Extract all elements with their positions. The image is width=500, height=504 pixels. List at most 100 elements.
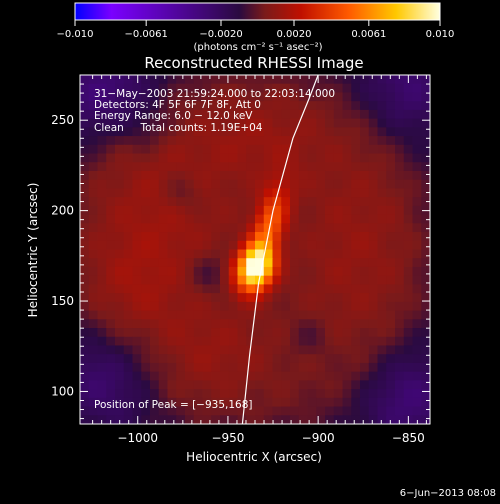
heatmap-cell bbox=[123, 240, 134, 251]
heatmap-cell bbox=[193, 240, 204, 251]
heatmap-cell bbox=[88, 188, 99, 198]
heatmap-cell bbox=[97, 284, 107, 294]
heatmap-cell bbox=[228, 118, 239, 128]
heatmap-cell bbox=[342, 127, 352, 137]
heatmap-cell bbox=[412, 136, 422, 146]
heatmap-cell bbox=[412, 144, 422, 155]
heatmap-cell bbox=[272, 75, 282, 85]
heatmap-cell bbox=[246, 371, 256, 381]
heatmap-cell bbox=[386, 389, 396, 399]
heatmap-cell bbox=[106, 197, 116, 207]
heatmap-cell bbox=[150, 75, 160, 85]
heatmap-cell bbox=[88, 205, 99, 216]
heatmap-cell bbox=[123, 214, 134, 224]
heatmap-cell bbox=[158, 406, 169, 416]
heatmap-cell bbox=[333, 83, 344, 94]
heatmap-cell bbox=[333, 266, 344, 277]
heatmap-cell bbox=[167, 232, 177, 242]
heatmap-cell bbox=[368, 92, 379, 102]
heatmap-cell bbox=[351, 319, 361, 329]
heatmap-cell bbox=[220, 249, 230, 259]
heatmap-cell bbox=[150, 275, 160, 285]
heatmap-cell bbox=[106, 136, 116, 146]
heatmap-cell bbox=[368, 83, 379, 94]
heatmap-cell bbox=[150, 188, 160, 198]
heatmap-cell bbox=[150, 144, 160, 155]
heatmap-cell bbox=[412, 179, 422, 190]
heatmap-cell bbox=[377, 223, 387, 233]
heatmap-cell bbox=[132, 397, 142, 408]
heatmap-cell bbox=[403, 162, 414, 172]
heatmap-cell bbox=[88, 170, 99, 181]
heatmap-cell bbox=[272, 266, 282, 277]
heatmap-cell bbox=[150, 205, 160, 216]
heatmap-cell bbox=[228, 389, 239, 399]
heatmap-cell bbox=[325, 101, 335, 111]
heatmap-cell bbox=[123, 205, 134, 216]
heatmap-cell bbox=[298, 240, 309, 251]
heatmap-cell bbox=[325, 197, 335, 207]
heatmap-cell bbox=[228, 101, 239, 111]
heatmap-cell bbox=[150, 389, 160, 399]
heatmap-cell bbox=[228, 170, 239, 181]
heatmap-cell bbox=[377, 188, 387, 198]
heatmap-cell bbox=[193, 214, 204, 224]
heatmap-cell bbox=[211, 319, 221, 329]
heatmap-cell bbox=[211, 214, 221, 224]
heatmap-cell bbox=[106, 170, 116, 181]
heatmap-cell bbox=[237, 162, 247, 172]
heatmap-cell bbox=[263, 371, 274, 381]
heatmap-cell bbox=[193, 345, 204, 355]
heatmap-cell bbox=[351, 127, 361, 137]
heatmap-cell bbox=[141, 354, 151, 364]
heatmap-cell bbox=[246, 258, 256, 268]
heatmap-cell bbox=[307, 415, 317, 424]
heatmap-cell bbox=[412, 275, 422, 285]
heatmap-cell bbox=[97, 258, 107, 268]
heatmap-cell bbox=[351, 406, 361, 416]
heatmap-cell bbox=[403, 266, 414, 277]
heatmap-cell bbox=[80, 162, 90, 172]
heatmap-cell bbox=[298, 101, 309, 111]
heatmap-cell bbox=[263, 205, 274, 216]
heatmap-cell bbox=[88, 354, 99, 364]
heatmap-cell bbox=[307, 101, 317, 111]
heatmap-cell bbox=[255, 328, 265, 338]
heatmap-cell bbox=[255, 380, 265, 390]
heatmap-cell bbox=[167, 406, 177, 416]
heatmap-cell bbox=[88, 293, 99, 303]
heatmap-cell bbox=[395, 83, 405, 94]
heatmap-cell bbox=[167, 328, 177, 338]
heatmap-cell bbox=[412, 109, 422, 120]
heatmap-cell bbox=[342, 310, 352, 320]
heatmap-cell bbox=[360, 92, 370, 102]
colorbar-tick-label: 0.0061 bbox=[351, 29, 386, 40]
heatmap-cell bbox=[185, 127, 195, 137]
heatmap-cell bbox=[377, 275, 387, 285]
heatmap-cell bbox=[167, 118, 177, 128]
heatmap-cell bbox=[220, 240, 230, 251]
heatmap-cell bbox=[176, 75, 186, 85]
heatmap-cell bbox=[185, 223, 195, 233]
heatmap-cell bbox=[80, 371, 90, 381]
heatmap-cell bbox=[123, 232, 134, 242]
heatmap-cell bbox=[132, 249, 142, 259]
heatmap-cell bbox=[307, 118, 317, 128]
heatmap-cells bbox=[80, 75, 430, 424]
heatmap-cell bbox=[255, 345, 265, 355]
heatmap-cell bbox=[220, 406, 230, 416]
heatmap-cell bbox=[237, 275, 247, 285]
heatmap-cell bbox=[123, 284, 134, 294]
colorbar-tick-label: 0.0020 bbox=[277, 29, 312, 40]
heatmap-cell bbox=[193, 162, 204, 172]
heatmap-cell bbox=[158, 75, 169, 85]
heatmap-cell bbox=[141, 301, 151, 312]
heatmap-cell bbox=[351, 258, 361, 268]
heatmap-cell bbox=[342, 397, 352, 408]
heatmap-cell bbox=[97, 371, 107, 381]
heatmap-cell bbox=[185, 118, 195, 128]
heatmap-cell bbox=[193, 197, 204, 207]
heatmap-cell bbox=[123, 275, 134, 285]
heatmap-cell bbox=[193, 389, 204, 399]
heatmap-cell bbox=[333, 284, 344, 294]
